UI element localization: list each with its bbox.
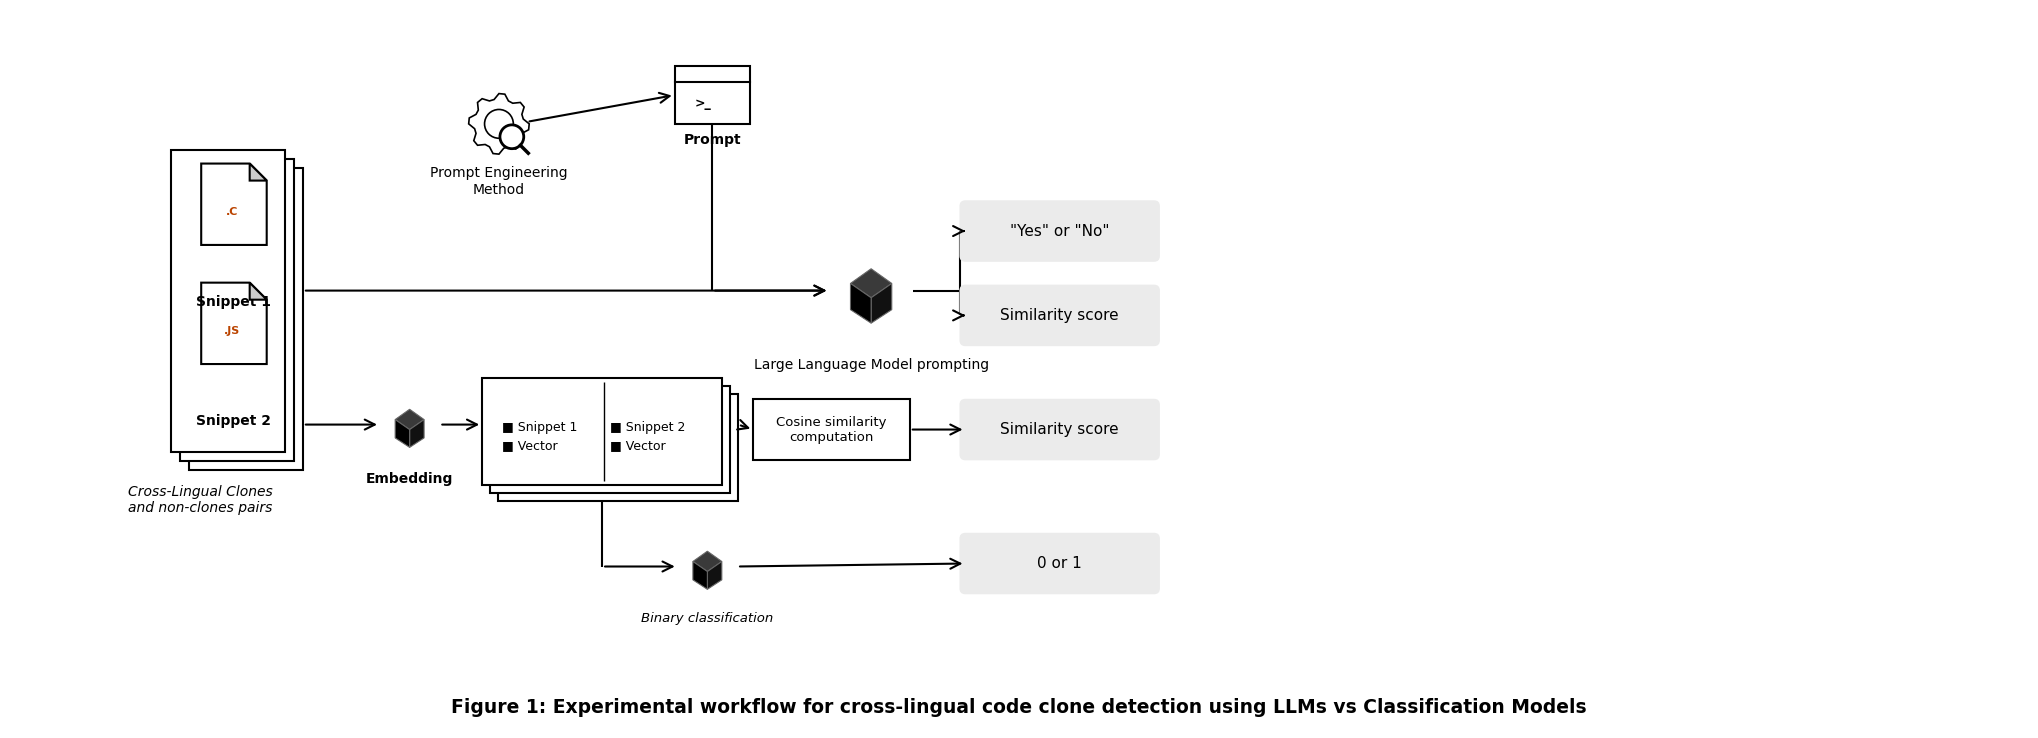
FancyBboxPatch shape [179,159,293,461]
Polygon shape [469,94,530,154]
Polygon shape [202,164,267,245]
FancyBboxPatch shape [960,533,1160,594]
Polygon shape [251,283,267,300]
FancyBboxPatch shape [960,285,1160,346]
Text: >_: >_ [695,97,711,110]
Polygon shape [850,283,870,323]
Polygon shape [395,420,410,447]
FancyBboxPatch shape [190,168,304,470]
FancyBboxPatch shape [489,386,730,493]
FancyBboxPatch shape [483,378,721,485]
Text: .C: .C [226,207,238,218]
Text: ■ Vector: ■ Vector [609,439,666,452]
Text: Similarity score: Similarity score [1001,422,1119,437]
FancyBboxPatch shape [675,66,750,124]
FancyBboxPatch shape [960,200,1160,262]
Circle shape [499,125,524,148]
Text: Snippet 2: Snippet 2 [196,413,271,427]
Text: ■ Vector: ■ Vector [501,439,558,452]
Polygon shape [707,562,721,589]
Text: Similarity score: Similarity score [1001,308,1119,323]
Text: Cosine similarity
computation: Cosine similarity computation [776,415,887,444]
Polygon shape [850,269,893,297]
Text: Snippet 1: Snippet 1 [196,294,271,308]
Text: Cross-Lingual Clones
and non-clones pairs: Cross-Lingual Clones and non-clones pair… [128,485,273,515]
Polygon shape [202,283,267,364]
Text: .JS: .JS [224,326,240,337]
Text: ■ Snippet 1: ■ Snippet 1 [501,421,577,434]
Text: "Yes" or "No": "Yes" or "No" [1011,224,1109,238]
Text: Binary classification: Binary classification [642,612,774,624]
Text: Prompt Engineering
Method: Prompt Engineering Method [430,166,569,196]
FancyBboxPatch shape [171,150,285,452]
FancyBboxPatch shape [960,399,1160,461]
FancyBboxPatch shape [752,399,909,461]
Polygon shape [870,283,893,323]
Polygon shape [395,410,424,430]
Text: Large Language Model prompting: Large Language Model prompting [754,358,988,372]
Polygon shape [693,562,707,589]
Text: Prompt: Prompt [683,133,742,147]
Circle shape [485,109,514,138]
Text: Figure 1: Experimental workflow for cross-lingual code clone detection using LLM: Figure 1: Experimental workflow for cros… [450,698,1588,717]
Polygon shape [251,164,267,181]
Polygon shape [693,551,721,571]
FancyBboxPatch shape [497,394,738,501]
Polygon shape [410,420,424,447]
Text: ■ Snippet 2: ■ Snippet 2 [609,421,685,434]
Text: Embedding: Embedding [367,472,452,486]
Text: 0 or 1: 0 or 1 [1037,556,1082,571]
